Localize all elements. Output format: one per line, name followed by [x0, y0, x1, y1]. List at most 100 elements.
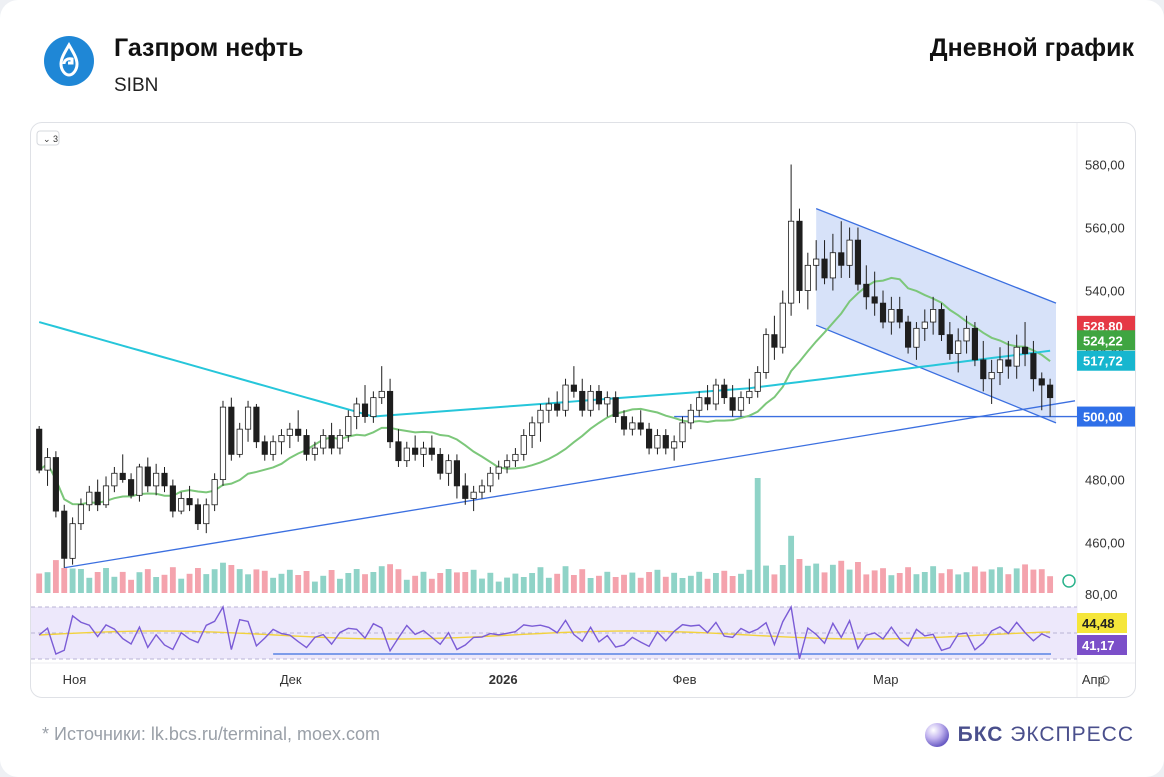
volume-bar	[662, 576, 669, 593]
candle-body	[612, 397, 619, 417]
candle-body	[871, 296, 878, 304]
candle-body	[955, 340, 962, 354]
candle-body	[261, 441, 268, 455]
candle-body	[503, 460, 511, 468]
candle-body	[94, 491, 101, 506]
candle-body	[378, 390, 385, 399]
volume-bar	[896, 573, 903, 593]
volume-bar	[453, 572, 460, 593]
volume-bar	[846, 569, 853, 593]
candle-body	[896, 309, 903, 323]
volume-bar	[144, 569, 151, 593]
volume-bar	[161, 574, 168, 593]
volume-bar	[930, 566, 937, 593]
volume-bar	[971, 566, 978, 593]
candle-body	[1030, 353, 1037, 380]
volume-bar	[729, 576, 736, 593]
volume-bar	[1047, 576, 1054, 593]
candle-body	[178, 498, 185, 512]
volume-bar	[261, 570, 268, 593]
candle-body	[829, 252, 836, 279]
volume-bar	[621, 574, 627, 593]
volume-bar	[963, 572, 970, 593]
volume-bar	[829, 564, 836, 593]
volume-bar	[428, 578, 435, 593]
candle-body	[144, 466, 151, 487]
volume-bar	[286, 569, 293, 593]
channel-upper-line	[815, 208, 1057, 304]
price-label-bg	[1077, 406, 1135, 427]
candle-body	[863, 283, 870, 298]
candle-body	[495, 466, 502, 474]
candle-body	[854, 239, 862, 285]
candle-body	[988, 372, 995, 380]
volume-bar	[562, 566, 569, 593]
candle-body	[646, 428, 653, 449]
rsi-label-bg	[1077, 635, 1127, 655]
candle-body	[729, 397, 736, 411]
volume-bar	[763, 565, 769, 593]
volume-bar	[838, 560, 845, 593]
candle-body	[219, 406, 227, 480]
volume-bar	[228, 565, 235, 593]
volume-bar	[362, 574, 368, 593]
volume-bar	[579, 569, 586, 593]
candle-body	[921, 321, 928, 329]
price-label: 500,00	[1083, 410, 1123, 425]
candle-body	[595, 390, 603, 405]
y-tick-label: 480,00	[1085, 473, 1125, 488]
sma-green-line	[38, 276, 1051, 506]
candle-body	[186, 498, 193, 506]
volume-bar	[128, 579, 135, 593]
candlestick-chart: 580,00560,00540,00520,00500,00480,00460,…	[31, 123, 1135, 697]
candle-body	[345, 416, 352, 436]
rsi-label: 41,17	[1082, 638, 1115, 653]
candle-body	[963, 327, 970, 342]
volume-bar	[646, 572, 653, 593]
candle-body	[796, 220, 803, 291]
volume-bar	[637, 577, 644, 593]
candle-body	[637, 422, 644, 430]
volume-bar	[813, 563, 820, 593]
candle-body	[754, 372, 761, 392]
volume-bar	[746, 569, 753, 593]
volume-bar	[412, 575, 419, 593]
volume-bar	[487, 572, 494, 593]
candle-body	[913, 327, 920, 348]
chart-panel: 580,00560,00540,00520,00500,00480,00460,…	[30, 122, 1136, 698]
volume-bar	[395, 569, 402, 593]
candle-body	[562, 384, 569, 411]
candle-body	[387, 390, 394, 443]
volume-bar	[512, 573, 519, 593]
y-tick-label: 580,00	[1085, 158, 1125, 173]
volume-bar	[988, 569, 995, 593]
candle-body	[44, 457, 51, 471]
candle-body	[746, 390, 753, 399]
candle-body	[270, 441, 277, 455]
volume-bar	[445, 569, 452, 593]
candle-body	[478, 485, 486, 493]
volume-bar	[479, 578, 485, 593]
volume-bar	[1038, 569, 1045, 593]
candle-body	[721, 384, 728, 399]
volume-bar	[545, 577, 552, 593]
x-tick-label: Фев	[673, 672, 697, 687]
candle-body	[336, 435, 344, 449]
volume-bar	[771, 574, 778, 593]
volume-bar	[520, 577, 527, 593]
candle-body	[211, 479, 218, 506]
volume-bar	[495, 581, 502, 593]
candle-body	[445, 460, 452, 474]
candle-body	[119, 472, 126, 480]
volume-bar	[671, 572, 678, 593]
bcs-sphere-icon	[924, 723, 949, 747]
volume-bar	[203, 574, 210, 593]
volume-bar	[938, 573, 945, 593]
collapse-toggle-label: ⌄ 3	[43, 134, 58, 144]
candle-body	[228, 406, 235, 455]
candle-body	[161, 472, 168, 487]
candle-body	[762, 334, 770, 373]
candle-body	[412, 447, 419, 455]
candle-body	[153, 472, 160, 487]
